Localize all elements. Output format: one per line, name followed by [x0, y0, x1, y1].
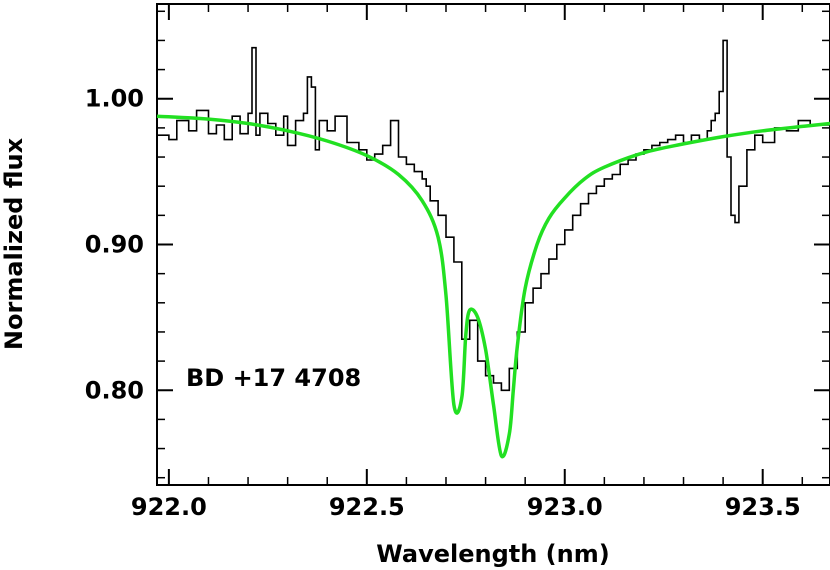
series-layer: [156, 39, 830, 459]
x-tick-label: 923.0: [527, 493, 603, 521]
y-tick-label: 1.00: [85, 85, 144, 113]
y-axis-title: Normalized flux: [0, 137, 28, 350]
annotation-label: BD +17 4708: [186, 364, 361, 392]
x-tick-label: 922.0: [131, 493, 207, 521]
observed-spectrum-line: [157, 39, 830, 392]
y-tick-label: 0.90: [85, 231, 144, 259]
model-fit-line: [156, 114, 830, 459]
ticks-layer: 922.0 922.5 923.0 923.5 0.80 0.90 1.00: [85, 4, 830, 521]
y-tick-label: 0.80: [85, 376, 144, 404]
x-tick-label: 923.5: [725, 493, 801, 521]
x-axis-title: Wavelength (nm): [376, 540, 609, 568]
x-tick-label: 922.5: [329, 493, 405, 521]
